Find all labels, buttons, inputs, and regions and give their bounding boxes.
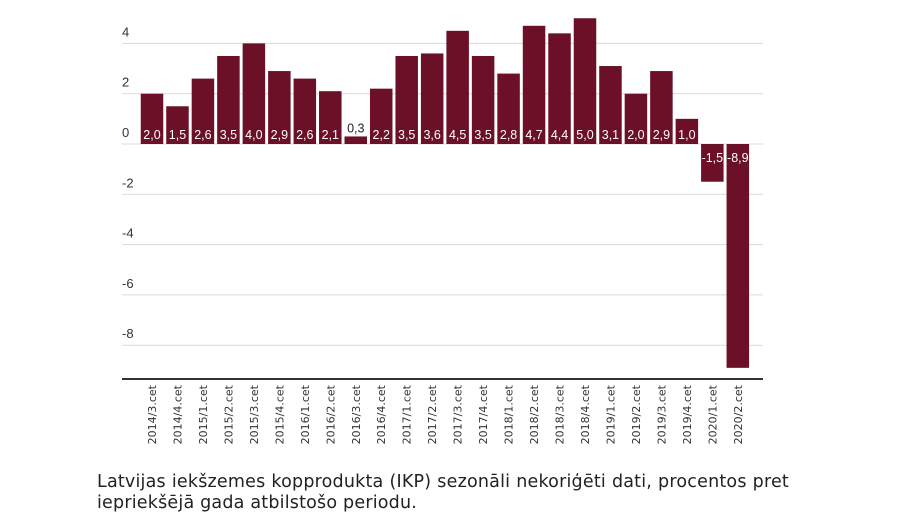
data-label: 2,2 xyxy=(373,128,390,142)
bar-2017/3.cet xyxy=(446,30,469,145)
bar-2018/2.cet xyxy=(522,25,546,145)
x-tick-label: 2015/2.cet xyxy=(222,384,235,444)
y-tick-label: -2 xyxy=(122,175,134,190)
bar-2019/3.cet xyxy=(650,71,673,144)
bar-2015/2.cet xyxy=(217,55,240,144)
x-tick-label: 2015/4.cet xyxy=(273,384,286,444)
x-tick-label: 2017/4.cet xyxy=(477,384,490,444)
x-tick-label: 2019/4.cet xyxy=(681,384,694,444)
bars xyxy=(140,18,750,368)
bar-2017/2.cet xyxy=(420,53,444,144)
x-tick-label: 2014/3.cet xyxy=(146,384,159,444)
x-tick-label: 2017/2.cet xyxy=(426,384,439,444)
data-label: 2,6 xyxy=(194,128,211,142)
y-tick-label: 4 xyxy=(122,24,129,39)
y-tick-label: -8 xyxy=(122,326,134,341)
data-labels: 2,0 1,5 2,6 3,5 4,0 2,9 2,6 2,1 0,3 2,2 3,5 3,6 4,5 3… xyxy=(143,121,748,165)
data-label: 4,0 xyxy=(245,128,262,142)
data-label: 1,5 xyxy=(169,128,186,142)
data-label: 3,5 xyxy=(220,128,237,142)
x-tick-label: 2020/2.cet xyxy=(732,384,745,444)
x-tick-label: 2018/1.cet xyxy=(503,384,516,444)
y-axis-ticks: 4 2 0 -2 -4 -6 -8 xyxy=(122,24,134,341)
data-label: 2,6 xyxy=(296,128,313,142)
bar-2014/4.cet xyxy=(166,106,189,144)
data-label: 2,1 xyxy=(322,128,339,142)
x-tick-label: 2020/1.cet xyxy=(706,384,719,444)
data-label: 3,1 xyxy=(602,128,619,142)
bar-2017/4.cet xyxy=(471,55,495,144)
data-label: 2,9 xyxy=(653,128,670,142)
bar-2019/4.cet xyxy=(675,118,699,144)
data-label: 2,8 xyxy=(500,128,517,142)
bar-2018/4.cet xyxy=(573,18,597,144)
data-label: 4,7 xyxy=(525,128,542,142)
x-axis-ticks: 2014/3.cet 2014/4.cet 2015/1.cet 2015/2.cet… xyxy=(146,384,745,444)
x-tick-label: 2017/1.cet xyxy=(401,384,414,444)
data-label: 1,0 xyxy=(678,128,695,142)
x-tick-label: 2016/3.cet xyxy=(350,384,363,444)
y-tick-label: 2 xyxy=(122,75,129,90)
chart-caption: Latvijas iekšzemes kopprodukta (IKP) sez… xyxy=(97,472,789,513)
bar-2016/2.cet xyxy=(319,91,342,144)
bar-2017/1.cet xyxy=(395,55,418,144)
x-tick-label: 2018/4.cet xyxy=(579,384,592,444)
bar-2016/1.cet xyxy=(293,78,317,144)
bar-chart: 420-2-4-6-8 2,0 1,5 2,6 3,5 4,0 2,9 2,6 2,1 0,3 2… xyxy=(122,18,763,444)
bar-2014/3.cet xyxy=(140,93,164,144)
data-label: 5,0 xyxy=(576,128,593,142)
y-tick-label: -6 xyxy=(122,276,134,291)
x-tick-label: 2015/3.cet xyxy=(248,384,261,444)
x-tick-label: 2018/3.cet xyxy=(554,384,567,444)
bar-2015/3.cet xyxy=(242,43,266,144)
bar-2016/3.cet xyxy=(344,136,368,144)
x-tick-label: 2014/4.cet xyxy=(171,384,184,444)
data-label: 2,0 xyxy=(627,128,644,142)
x-tick-label: 2016/1.cet xyxy=(299,384,312,444)
x-tick-label: 2019/1.cet xyxy=(604,384,617,444)
x-tick-label: 2019/2.cet xyxy=(630,384,643,444)
bar-2015/4.cet xyxy=(268,71,291,144)
bar-2020/1.cet xyxy=(701,144,724,182)
data-label: 2,9 xyxy=(271,128,288,142)
bar-2018/1.cet xyxy=(497,73,520,144)
x-tick-label: 2019/3.cet xyxy=(655,384,668,444)
x-tick-label: 2016/2.cet xyxy=(324,384,337,444)
data-label: -8,9 xyxy=(727,151,749,165)
data-label: 3,6 xyxy=(423,128,440,142)
data-label: 3,5 xyxy=(474,128,491,142)
x-tick-label: 2015/1.cet xyxy=(197,384,210,444)
bar-2018/3.cet xyxy=(548,33,571,145)
x-tick-label: 2017/3.cet xyxy=(452,384,465,444)
y-tick-label: 0 xyxy=(122,125,129,140)
data-label: 4,5 xyxy=(449,128,466,142)
bar-2019/2.cet xyxy=(624,93,648,144)
x-tick-label: 2018/2.cet xyxy=(528,384,541,444)
y-tick-label: -4 xyxy=(122,226,134,241)
data-label: 0,3 xyxy=(347,121,364,135)
bar-2016/4.cet xyxy=(369,88,393,144)
data-label: -1,5 xyxy=(702,151,724,165)
bar-2020/2.cet xyxy=(726,144,750,368)
bar-2019/1.cet xyxy=(599,66,622,144)
x-tick-label: 2016/4.cet xyxy=(375,384,388,444)
data-label: 2,0 xyxy=(143,128,160,142)
bar-2015/1.cet xyxy=(191,78,215,144)
data-label: 4,4 xyxy=(551,128,568,142)
data-label: 3,5 xyxy=(398,128,415,142)
